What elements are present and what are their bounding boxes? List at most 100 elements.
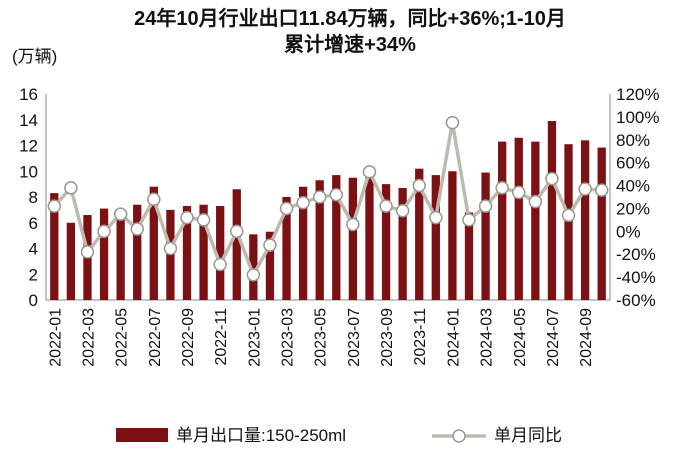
x-tick-label: 2022-05 — [114, 308, 131, 367]
x-tick-label: 2022-11 — [213, 308, 230, 366]
yoy-point — [246, 268, 261, 282]
chart-title-line2: 累计增速+34% — [284, 34, 416, 56]
yoy-point — [429, 210, 443, 225]
yoy-point — [362, 165, 377, 179]
yoy-point — [196, 213, 211, 227]
right-tick-label: -20% — [616, 245, 656, 264]
yoy-point — [594, 183, 609, 197]
yoy-point — [64, 181, 78, 195]
yoy-point — [163, 241, 178, 256]
yoy-line — [52, 120, 602, 277]
right-tick-label: 0% — [616, 222, 641, 241]
yoy-point — [80, 245, 95, 259]
right-tick-label: 60% — [616, 154, 650, 173]
chart-title-line1: 24年10月行业出口11.84万辆，同比+36%;1-10月 — [134, 8, 566, 30]
bar — [381, 184, 391, 300]
x-tick-label: 2024-01 — [445, 308, 462, 367]
right-tick-label: -40% — [616, 268, 656, 287]
bar — [597, 147, 606, 300]
yoy-point — [329, 187, 344, 202]
yoy-point — [230, 224, 244, 239]
bar — [199, 204, 208, 300]
left-tick-label: 2 — [29, 265, 38, 284]
bar — [249, 234, 258, 300]
yoy-point — [462, 213, 476, 227]
x-tick-label: 2023-09 — [379, 308, 396, 367]
yoy-point — [561, 208, 576, 223]
yoy-point — [113, 207, 128, 221]
bar — [149, 186, 158, 300]
yoy-point — [512, 185, 526, 200]
bar — [265, 231, 275, 300]
bar — [232, 189, 241, 300]
bar — [133, 204, 142, 300]
yoy-point — [130, 222, 144, 236]
bar — [348, 177, 358, 300]
right-tick-label: 120% — [616, 85, 659, 104]
yoy-point — [346, 217, 360, 232]
legend-bar-swatch — [116, 428, 168, 442]
x-tick-label: 2023-05 — [313, 308, 330, 367]
bar — [398, 187, 407, 300]
chart-title: 24年10月行业出口11.84万辆，同比+36%;1-10月 累计增速+34% — [0, 6, 700, 58]
x-tick-label: 2022-03 — [80, 308, 97, 367]
legend-line-marker — [452, 429, 466, 443]
yoy-point — [395, 203, 410, 218]
yoy-point — [296, 195, 310, 210]
bar — [216, 206, 225, 300]
legend-line-label: 单月同比 — [494, 426, 562, 445]
left-axis-unit: (万辆) — [12, 47, 58, 66]
bar — [481, 172, 490, 300]
yoy-point — [445, 115, 460, 130]
right-tick-label: 100% — [616, 108, 659, 127]
yoy-point — [545, 171, 559, 186]
bar — [580, 140, 590, 300]
right-tick-label: 40% — [616, 177, 650, 196]
yoy-point — [312, 190, 327, 204]
right-tick-label: -60% — [616, 291, 656, 310]
yoy-point — [412, 178, 426, 193]
bar — [99, 208, 109, 300]
x-tick-label: 2023-07 — [346, 308, 363, 367]
x-tick-label: 2023-01 — [246, 308, 263, 367]
x-tick-label: 2024-03 — [479, 308, 496, 367]
legend-bar-label: 单月出口量:150-250ml — [176, 426, 346, 445]
yoy-point — [47, 199, 62, 213]
bar — [315, 180, 324, 300]
bar — [531, 141, 540, 300]
left-tick-label: 8 — [29, 188, 38, 207]
yoy-point — [578, 182, 592, 196]
yoy-point — [528, 194, 543, 209]
right-tick-label: 20% — [616, 199, 650, 218]
left-tick-label: 4 — [29, 240, 38, 259]
x-tick-label: 2023-11 — [412, 308, 429, 366]
yoy-point — [495, 181, 509, 195]
left-tick-label: 12 — [19, 137, 38, 156]
left-tick-label: 0 — [29, 291, 38, 310]
bar — [332, 175, 341, 300]
yoy-point — [263, 238, 277, 252]
bar — [298, 186, 308, 300]
yoy-point — [279, 201, 294, 216]
bar — [498, 141, 507, 300]
right-tick-label: 80% — [616, 131, 650, 150]
left-tick-label: 10 — [19, 162, 38, 181]
bar — [514, 137, 523, 300]
bar — [415, 168, 424, 300]
yoy-point — [213, 257, 227, 272]
x-tick-label: 2024-09 — [578, 308, 595, 367]
bar — [547, 121, 557, 300]
x-tick-label: 2022-09 — [180, 308, 197, 367]
x-tick-label: 2023-03 — [280, 308, 297, 367]
yoy-point — [379, 199, 393, 213]
bar — [464, 212, 474, 300]
yoy-point — [478, 199, 493, 213]
bar — [182, 206, 192, 300]
yoy-point — [97, 224, 111, 239]
x-tick-label: 2024-07 — [545, 308, 562, 367]
left-tick-label: 16 — [19, 85, 38, 104]
yoy-point — [180, 210, 194, 225]
bar — [66, 222, 76, 300]
bar — [448, 171, 457, 300]
